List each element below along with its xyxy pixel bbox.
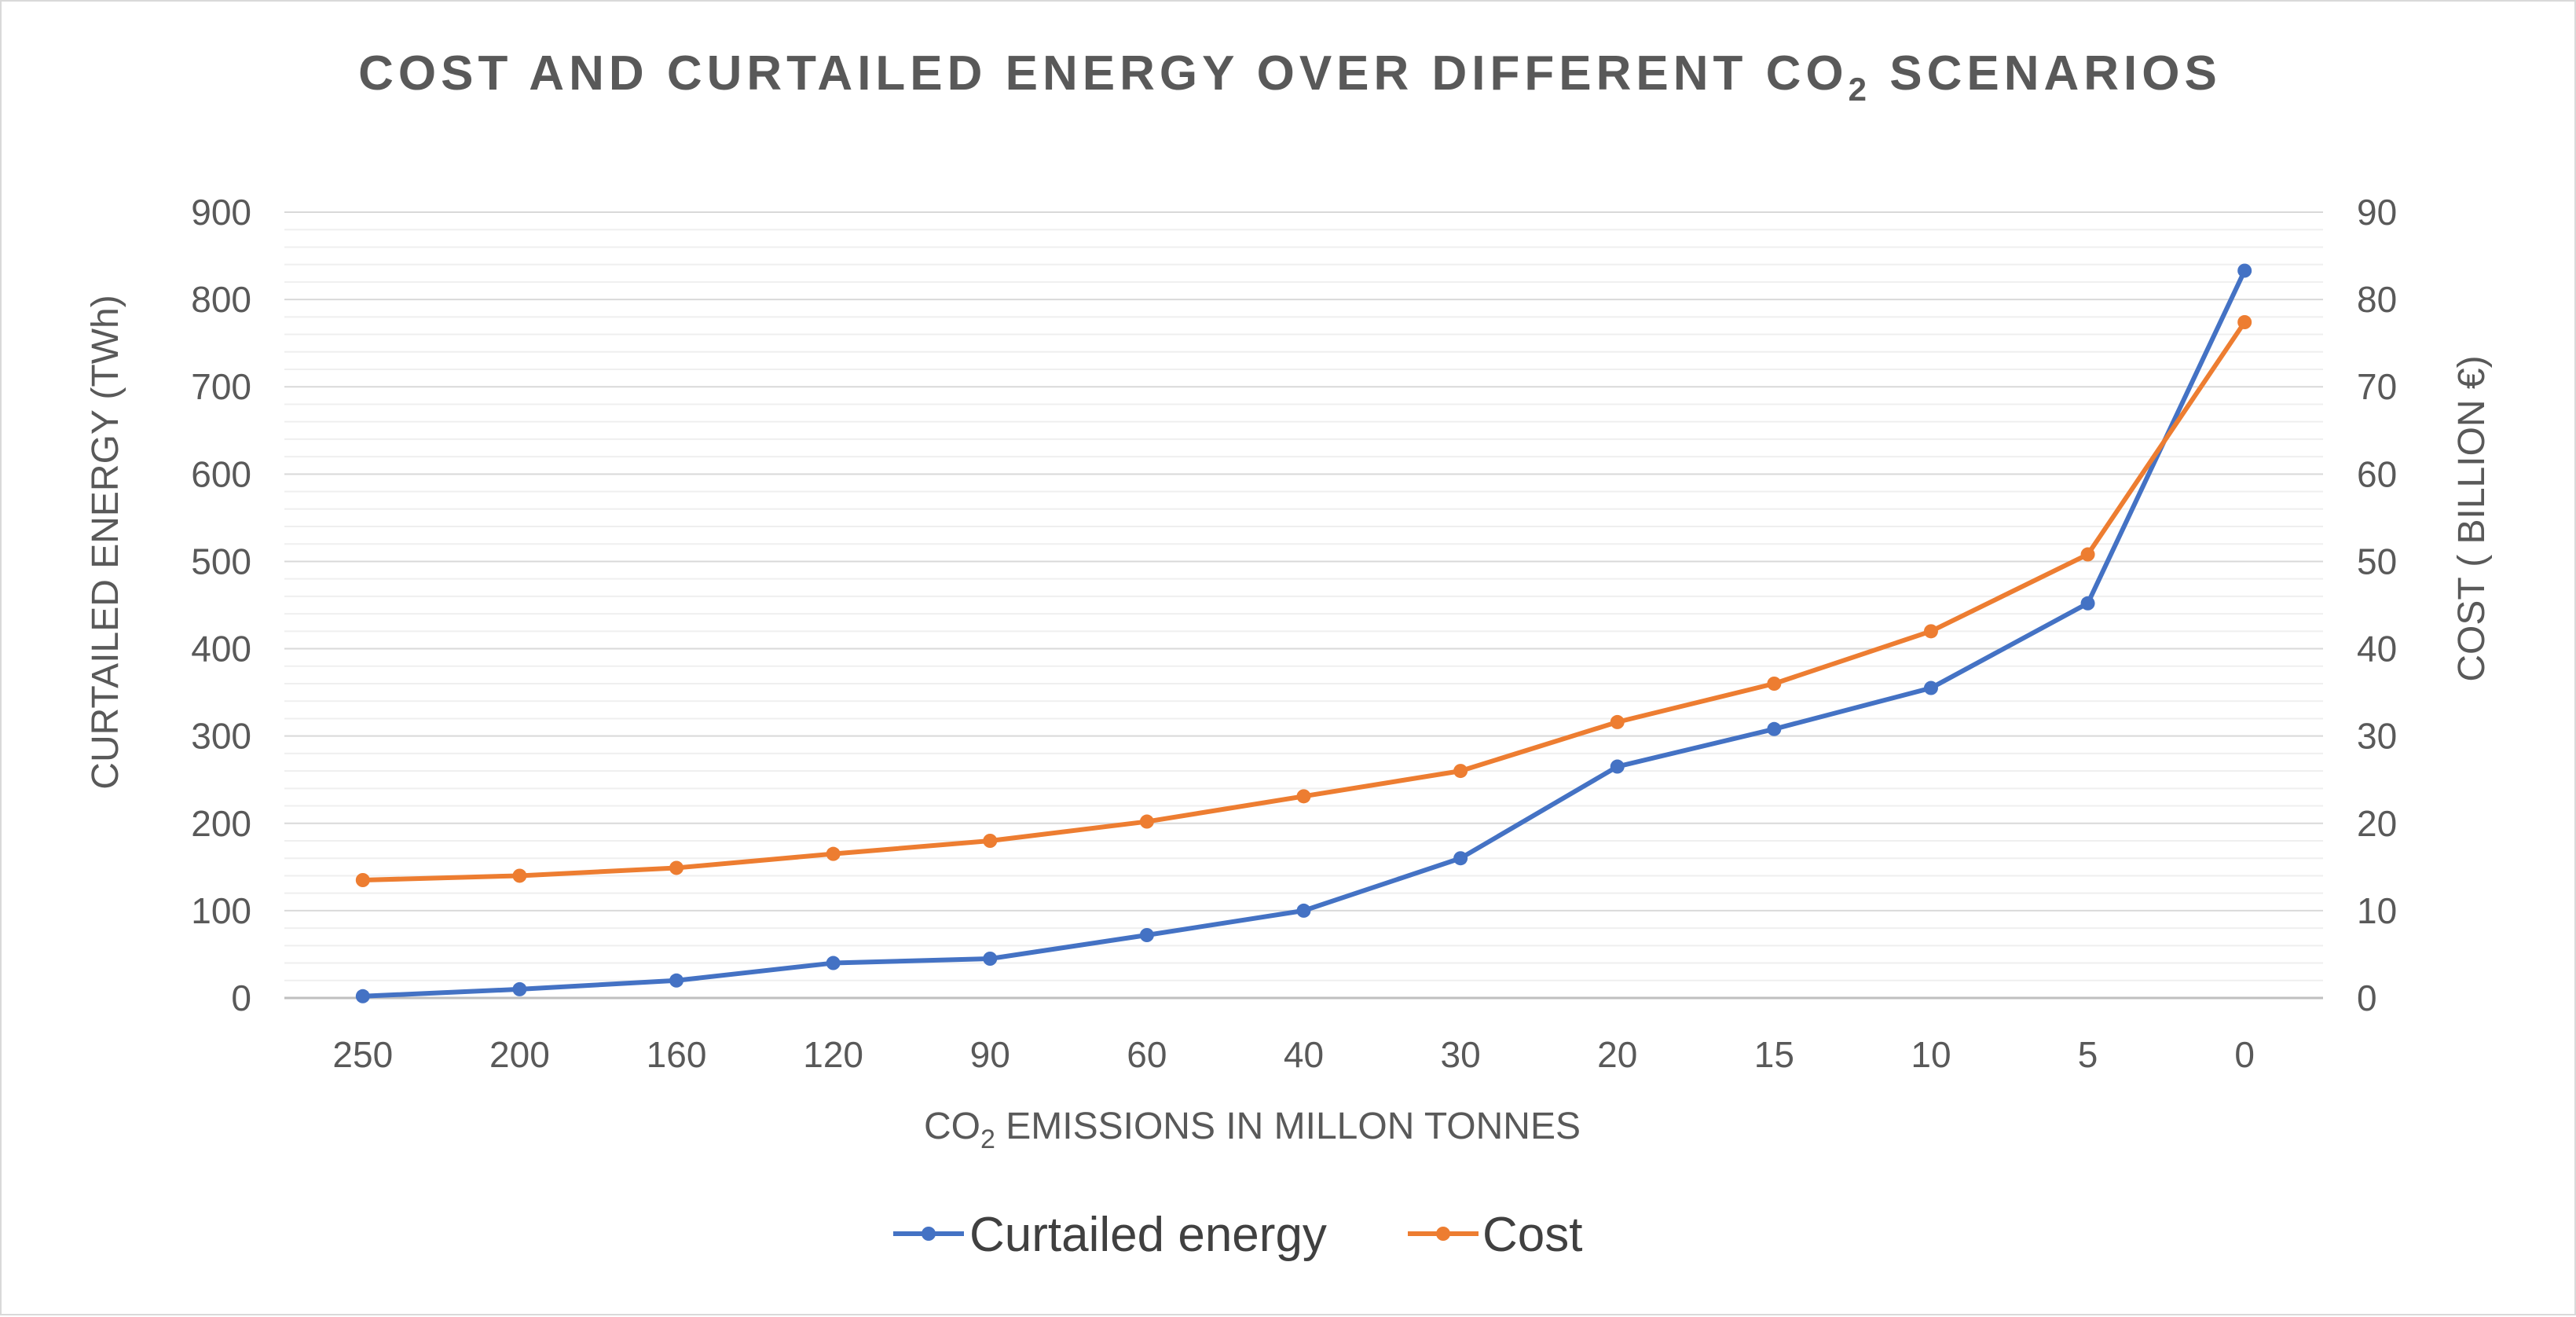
x-tick-label: 40 — [1284, 1034, 1324, 1075]
y-tick-label: 0 — [231, 978, 251, 1018]
y2-tick-label: 80 — [2357, 279, 2397, 320]
x-tick-label: 20 — [1597, 1034, 1637, 1075]
data-point-curtailed-energy[interactable] — [2080, 596, 2095, 611]
chart-title: COST AND CURTAILED ENERGY OVER DIFFERENT… — [358, 46, 2222, 108]
data-point-cost[interactable] — [1610, 714, 1625, 729]
x-tick-label: 120 — [803, 1034, 863, 1075]
y-tick-label: 100 — [191, 890, 251, 931]
chart-title-suffix: SCENARIOS — [1871, 46, 2222, 101]
y-tick-label: 800 — [191, 279, 251, 320]
data-point-cost[interactable] — [1767, 677, 1782, 691]
x-axis-label-sub: 2 — [980, 1124, 995, 1154]
data-point-curtailed-energy[interactable] — [826, 956, 841, 970]
x-tick-label: 160 — [647, 1034, 707, 1075]
x-tick-label: 15 — [1754, 1034, 1794, 1075]
x-tick-label: 0 — [2234, 1034, 2255, 1075]
x-tick-label: 5 — [2078, 1034, 2098, 1075]
data-point-cost[interactable] — [826, 846, 841, 861]
data-point-curtailed-energy[interactable] — [983, 952, 998, 966]
data-point-curtailed-energy[interactable] — [1296, 903, 1311, 918]
x-tick-label: 30 — [1441, 1034, 1481, 1075]
y2-tick-label: 20 — [2357, 803, 2397, 844]
y-tick-label: 300 — [191, 716, 251, 757]
x-axis-ticks: 250 200 160 120 90 60 40 30 20 15 10 5 0 — [332, 1034, 2255, 1075]
data-point-curtailed-energy[interactable] — [669, 973, 684, 988]
y2-axis-label: COST ( BILLION €) — [2451, 355, 2493, 681]
x-tick-label: 60 — [1127, 1034, 1167, 1075]
y2-tick-label: 40 — [2357, 629, 2397, 670]
y-tick-label: 900 — [191, 192, 251, 233]
data-point-curtailed-energy[interactable] — [1139, 928, 1154, 942]
series-layer — [355, 263, 2252, 1003]
data-point-curtailed-energy[interactable] — [1923, 681, 1938, 695]
y-tick-label: 400 — [191, 629, 251, 670]
data-point-cost[interactable] — [1923, 624, 1938, 639]
y2-tick-label: 70 — [2357, 366, 2397, 407]
x-tick-label: 200 — [489, 1034, 550, 1075]
y2-tick-label: 0 — [2357, 978, 2377, 1018]
y2-tick-label: 90 — [2357, 192, 2397, 233]
data-point-curtailed-energy[interactable] — [2237, 263, 2252, 278]
data-point-cost[interactable] — [1453, 764, 1468, 779]
legend-item-cost[interactable]: Cost — [1408, 1208, 1582, 1262]
legend-label-curtailed-energy: Curtailed energy — [969, 1208, 1327, 1262]
data-point-cost[interactable] — [1139, 814, 1154, 829]
y2-axis-ticks: 0 10 20 30 40 50 60 70 80 90 — [2357, 192, 2397, 1018]
legend-marker-curtailed-energy — [922, 1227, 936, 1241]
y-tick-label: 700 — [191, 366, 251, 407]
data-point-cost[interactable] — [355, 873, 370, 887]
y2-tick-label: 60 — [2357, 453, 2397, 494]
y-tick-label: 200 — [191, 803, 251, 844]
y2-tick-label: 50 — [2357, 541, 2397, 581]
y-axis-label: CURTAILED ENERGY (TWh) — [85, 295, 126, 789]
x-tick-label: 90 — [970, 1034, 1010, 1075]
data-point-curtailed-energy[interactable] — [512, 981, 527, 996]
y2-tick-label: 30 — [2357, 716, 2397, 757]
x-tick-label: 250 — [332, 1034, 393, 1075]
data-point-cost[interactable] — [669, 860, 684, 875]
legend-marker-cost — [1436, 1227, 1450, 1241]
chart-title-sub: 2 — [1849, 71, 1871, 108]
series-line-curtailed-energy — [360, 268, 2248, 999]
legend-item-curtailed-energy[interactable]: Curtailed energy — [893, 1208, 1327, 1262]
gridlines — [284, 211, 2323, 1000]
chart-title-main: COST AND CURTAILED ENERGY OVER DIFFERENT… — [358, 46, 1849, 101]
y-tick-label: 600 — [191, 453, 251, 494]
y-axis-ticks: 0 100 200 300 400 500 600 700 800 900 — [191, 192, 251, 1018]
data-point-curtailed-energy[interactable] — [1767, 721, 1782, 736]
data-point-curtailed-energy[interactable] — [1610, 759, 1625, 774]
x-axis-label-main: CO — [924, 1106, 980, 1147]
x-axis-label-suffix: EMISSIONS IN MILLON TONNES — [995, 1106, 1581, 1147]
data-point-curtailed-energy[interactable] — [1453, 851, 1468, 866]
x-axis-label: CO2 EMISSIONS IN MILLON TONNES — [924, 1106, 1581, 1154]
data-point-cost[interactable] — [1296, 789, 1311, 804]
y2-tick-label: 10 — [2357, 890, 2397, 931]
y-tick-label: 500 — [191, 541, 251, 581]
legend: Curtailed energy Cost — [893, 1208, 1582, 1262]
legend-label-cost: Cost — [1482, 1208, 1582, 1262]
data-point-cost[interactable] — [2080, 547, 2095, 562]
data-point-curtailed-energy[interactable] — [355, 989, 370, 1003]
x-tick-label: 10 — [1911, 1034, 1951, 1075]
data-point-cost[interactable] — [512, 868, 527, 883]
data-point-cost[interactable] — [2237, 315, 2252, 329]
data-point-cost[interactable] — [983, 834, 998, 848]
